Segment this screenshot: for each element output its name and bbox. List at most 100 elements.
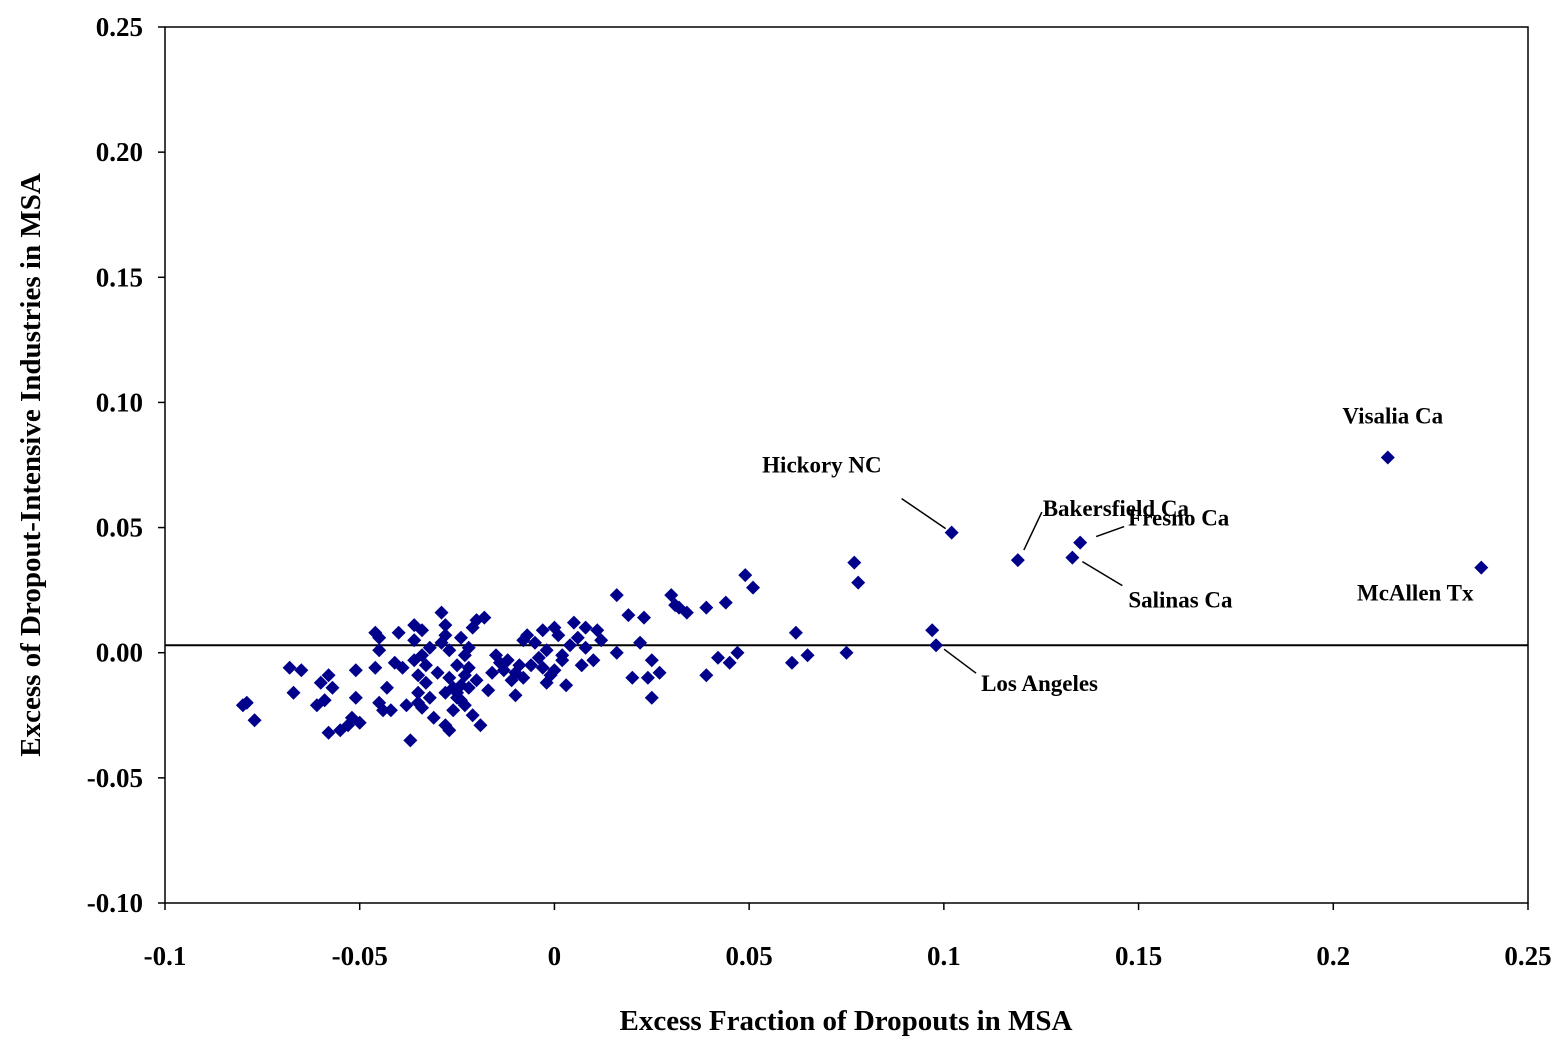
data-point (294, 663, 309, 678)
data-point (313, 675, 328, 690)
x-tick-label: -0.1 (144, 941, 187, 971)
data-point (1010, 553, 1025, 568)
data-point (239, 695, 254, 710)
data-point (450, 658, 465, 673)
data-point (644, 690, 659, 705)
data-point (325, 680, 340, 695)
x-tick-label: 0.2 (1316, 941, 1350, 971)
data-points (235, 450, 1489, 748)
y-tick-label: 0.25 (96, 12, 143, 42)
data-point (535, 623, 550, 638)
data-point (699, 668, 714, 683)
data-point (730, 645, 745, 660)
data-point (524, 658, 539, 673)
data-point (415, 623, 430, 638)
data-point (403, 733, 418, 748)
data-point (1474, 560, 1489, 575)
data-point (368, 660, 383, 675)
data-point (407, 633, 422, 648)
plot-area (164, 26, 1529, 904)
data-point (446, 703, 461, 718)
data-point (379, 680, 394, 695)
annotation-label: Salinas Ca (1128, 588, 1233, 613)
data-point (461, 680, 476, 695)
data-point (640, 670, 655, 685)
data-point (1073, 535, 1088, 550)
annotation-leader-line (1095, 525, 1125, 538)
y-axis-title: Excess of Dropout-Intensive Industries i… (15, 173, 47, 757)
data-point (453, 630, 468, 645)
data-point (508, 688, 523, 703)
data-point (352, 715, 367, 730)
data-point (644, 653, 659, 668)
data-point (516, 670, 531, 685)
data-point (399, 698, 414, 713)
annotation-label: Bakersfield Ca (1043, 496, 1190, 521)
data-point (434, 605, 449, 620)
data-point (426, 710, 441, 725)
x-axis: -0.1 -0.05 0 0.05 0.1 0.15 0.2 0.25 (144, 903, 1552, 971)
data-point (722, 655, 737, 670)
y-tick-label: -0.05 (87, 763, 143, 793)
data-point (411, 685, 426, 700)
data-point (481, 683, 496, 698)
data-point (247, 713, 262, 728)
data-point (633, 635, 648, 650)
y-tick-label: 0.20 (96, 137, 143, 167)
y-tick-label: 0.05 (96, 513, 143, 543)
data-point (317, 693, 332, 708)
data-point (625, 670, 640, 685)
data-point (925, 623, 940, 638)
data-point (699, 600, 714, 615)
x-axis-title: Excess Fraction of Dropouts in MSA (620, 1005, 1073, 1037)
data-point (469, 673, 484, 688)
data-point (788, 625, 803, 640)
data-point (609, 645, 624, 660)
annotation-label: Visalia Ca (1342, 403, 1443, 428)
data-point (418, 658, 433, 673)
data-point (477, 610, 492, 625)
y-tick-label: 0.10 (96, 387, 143, 417)
data-point (461, 640, 476, 655)
data-point (652, 665, 667, 680)
data-point (395, 660, 410, 675)
data-point (500, 653, 515, 668)
data-point (372, 630, 387, 645)
data-point (438, 628, 453, 643)
data-point (566, 615, 581, 630)
data-point (555, 653, 570, 668)
data-point (570, 630, 585, 645)
data-point (411, 668, 426, 683)
data-point (594, 633, 609, 648)
x-tick-label: 0 (548, 941, 562, 971)
data-point (710, 650, 725, 665)
annotation-label: McAllen Tx (1357, 581, 1474, 606)
data-point (418, 675, 433, 690)
data-point (609, 588, 624, 603)
data-point (563, 638, 578, 653)
data-point (391, 625, 406, 640)
annotation-label: Hickory NC (762, 453, 881, 478)
data-point (559, 678, 574, 693)
data-point (621, 608, 636, 623)
data-point (1065, 550, 1080, 565)
data-point (348, 690, 363, 705)
data-point (535, 660, 550, 675)
x-tick-label: 0.25 (1504, 941, 1551, 971)
data-point (847, 555, 862, 570)
data-point (929, 638, 944, 653)
annotation-leader-line (943, 648, 977, 674)
data-point (547, 663, 562, 678)
y-tick-label: 0.15 (96, 262, 143, 292)
data-point (718, 595, 733, 610)
data-point (321, 725, 336, 740)
x-tick-label: 0.1 (927, 941, 961, 971)
data-point (422, 690, 437, 705)
data-point (512, 658, 527, 673)
data-point (457, 698, 472, 713)
data-point (746, 580, 761, 595)
data-point (578, 640, 593, 655)
data-point (438, 618, 453, 633)
data-point (636, 610, 651, 625)
